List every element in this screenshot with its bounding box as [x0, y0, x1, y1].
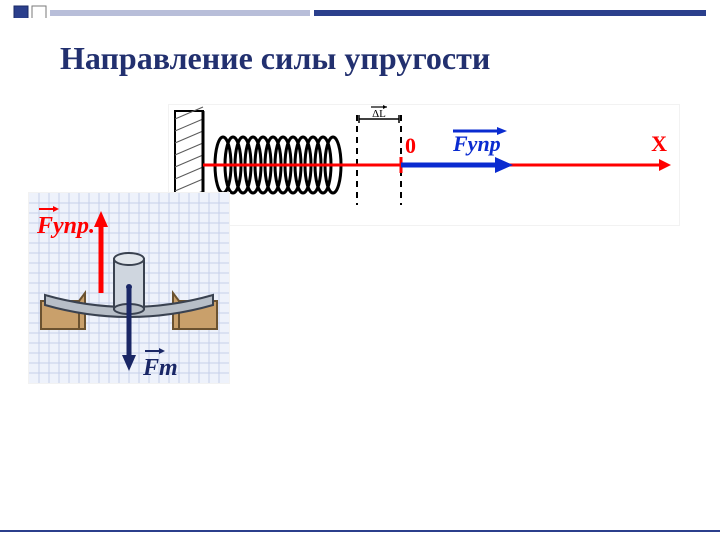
footer-rule	[0, 530, 720, 532]
f-upr-label-beam: Fупр.	[36, 213, 95, 239]
slide: Направление силы упругости	[0, 0, 720, 540]
decor-bar-long	[314, 10, 706, 16]
delta-l-label: ΔL	[372, 108, 386, 120]
x-axis-label: X	[651, 131, 667, 156]
decor-bar-short	[50, 10, 310, 16]
f-t-label: Fт	[142, 355, 178, 381]
decor-sq1	[14, 6, 28, 18]
f-upr-label-spring: Fупр	[452, 131, 501, 156]
spring-diagram: ΔL X 0 Fупр	[168, 104, 680, 226]
beam-diagram: Fупр. Fт	[28, 192, 230, 384]
decor-sq2	[32, 6, 46, 18]
origin-label: 0	[405, 133, 416, 158]
spring-diagram-svg: ΔL X 0 Fупр	[169, 105, 679, 225]
slide-title: Направление силы упругости	[60, 40, 490, 77]
header-decor	[0, 0, 720, 18]
beam-diagram-svg: Fупр. Fт	[29, 193, 229, 383]
